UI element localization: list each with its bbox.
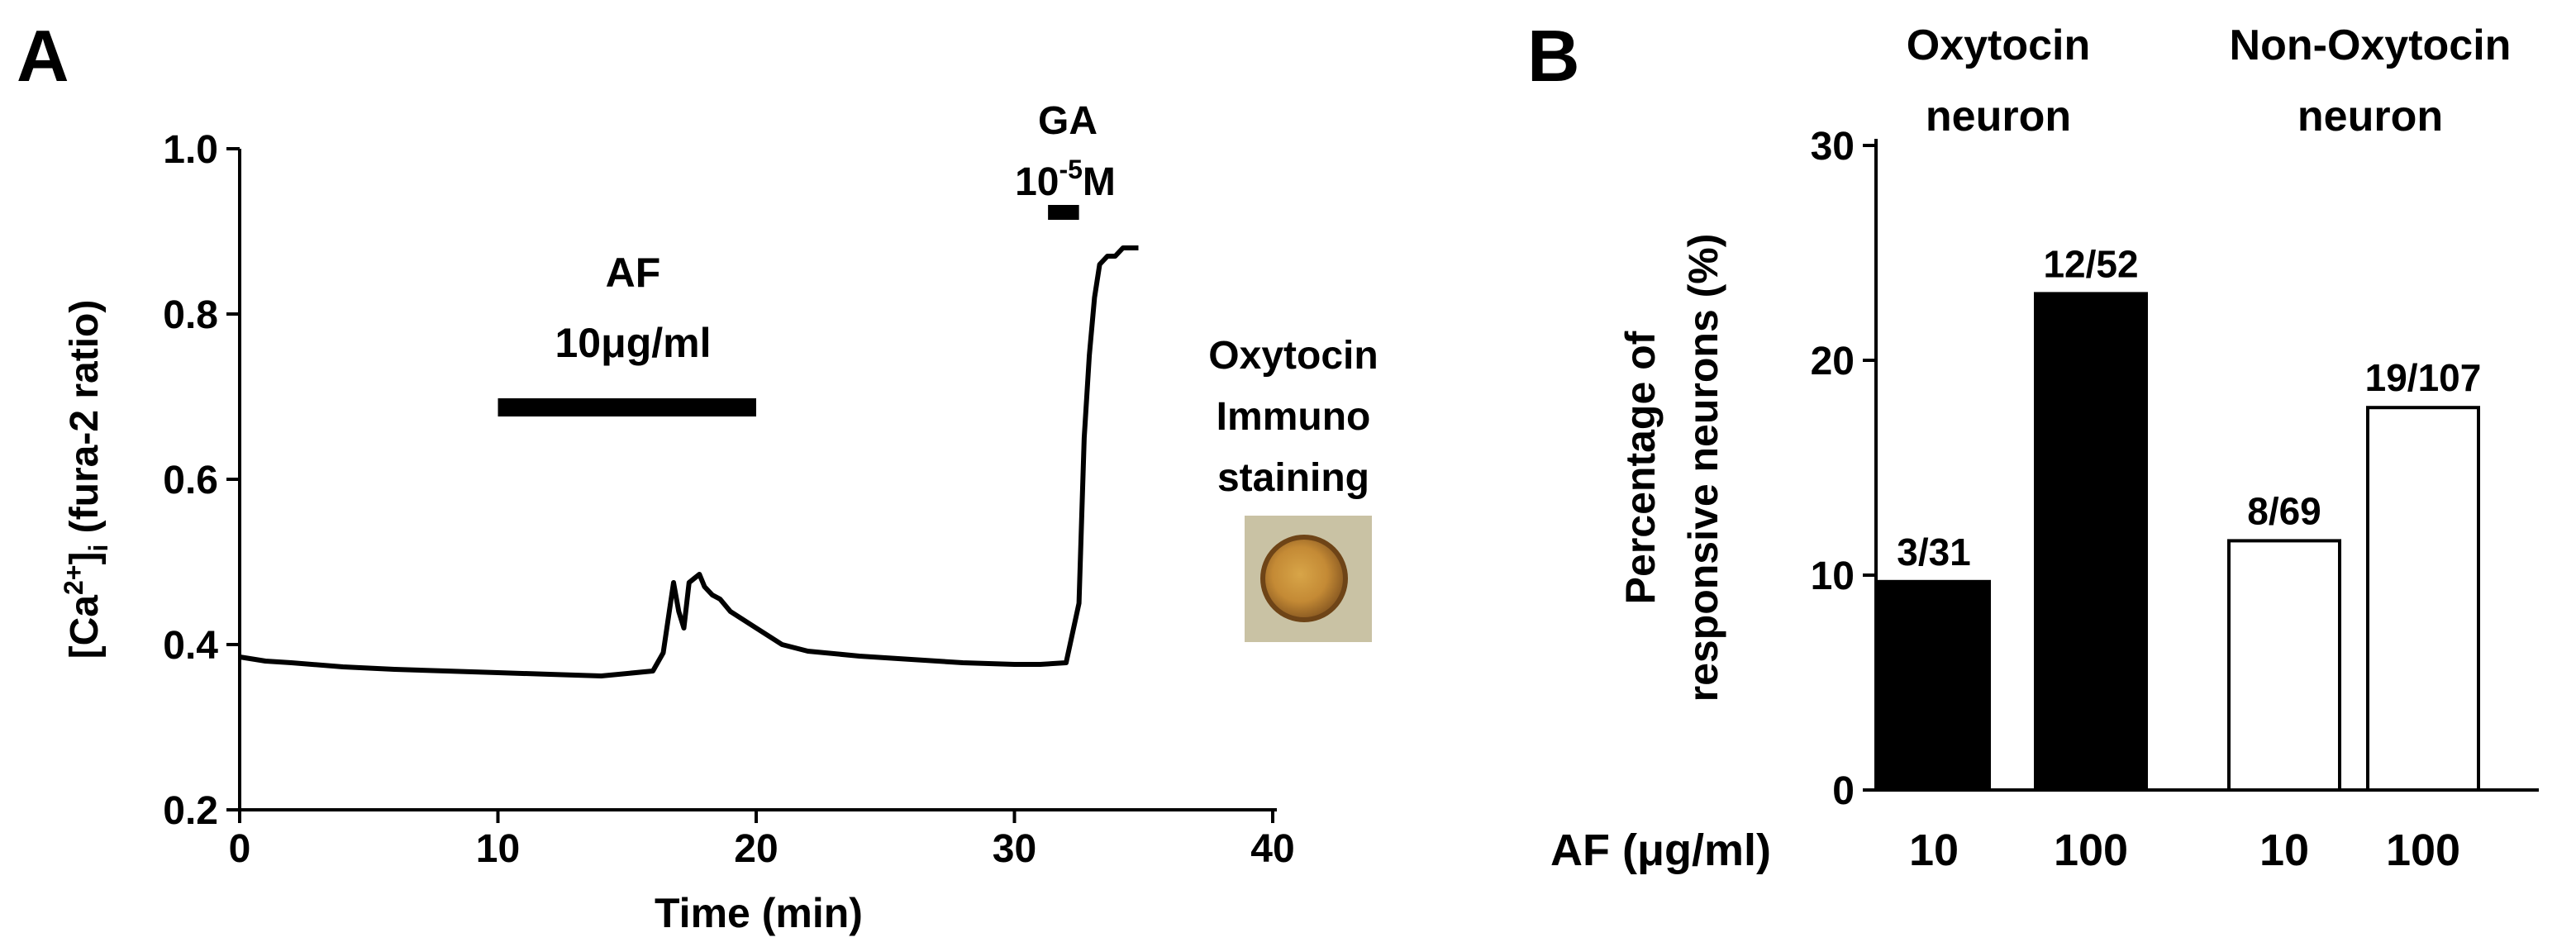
panel-b-y-tick-label: 0 — [1832, 769, 1855, 813]
inset-label-line3: staining — [1217, 456, 1369, 500]
inset-label-line1: Oxytocin — [1208, 334, 1378, 378]
ga-label-line2: 10-5M — [1015, 155, 1116, 204]
group-non-oxytocin-label-line2: neuron — [2297, 93, 2443, 140]
af-label-line1: AF — [606, 250, 661, 296]
inset-label-line2: Immuno — [1217, 395, 1371, 439]
panel-a-y-tick-label: 0.4 — [163, 624, 218, 668]
panel-b-letter: B — [1527, 15, 1580, 97]
oxytocin-immunostaining-image — [1245, 516, 1372, 642]
bar-data-label: 3/31 — [1897, 531, 1971, 573]
panel-a-y-axis-title: [Ca2+]i (fura-2 ratio) — [59, 300, 113, 659]
panel-a-x-tick-label: 40 — [1250, 827, 1294, 871]
bar-data-label: 12/52 — [2043, 242, 2138, 285]
calcium-trace-line — [239, 245, 1139, 678]
panel-b-chart: 0 10 20 30 3/31 10 12/52 100 8/69 10 19/107 100 Pe… — [1550, 21, 2539, 875]
panel-a-x-tick-label: 0 — [229, 827, 251, 871]
panel-b-y-tick-label: 20 — [1811, 340, 1855, 383]
bar-oxytocin-10 — [1877, 579, 1991, 792]
bar-non-oxytocin-100 — [2366, 406, 2480, 792]
panel-b-x-axis-title: AF (μg/ml) — [1550, 826, 1771, 875]
panel-a-y-tick-label: 0.8 — [163, 293, 218, 337]
panel-a-y-tick-label: 1.0 — [163, 128, 218, 172]
ga-application-bar — [1048, 205, 1079, 220]
af-application-bar — [498, 398, 756, 416]
bar-category-label: 100 — [2054, 826, 2128, 875]
panel-a-letter: A — [17, 15, 69, 97]
panel-a-x-tick-label: 30 — [993, 827, 1036, 871]
af-label-line2: 10μg/ml — [555, 320, 712, 366]
panel-a-y-tick-label: 0.2 — [163, 789, 218, 833]
bar-non-oxytocin-10 — [2227, 539, 2341, 792]
group-non-oxytocin-label-line1: Non-Oxytocin — [2230, 21, 2512, 69]
group-oxytocin-label-line1: Oxytocin — [1907, 21, 2091, 69]
panel-b-y-tick-label: 10 — [1811, 554, 1855, 598]
bar-oxytocin-100 — [2034, 292, 2148, 792]
panel-a-y-tick-label: 0.6 — [163, 459, 218, 502]
bar-data-label: 8/69 — [2247, 489, 2321, 532]
panel-b-y-axis-title-line2: responsive neurons (%) — [1680, 234, 1726, 702]
bar-data-label: 19/107 — [2365, 356, 2482, 399]
panel-a-x-axis-title: Time (min) — [655, 890, 863, 936]
panel-a-x-tick-label: 20 — [734, 827, 778, 871]
panel-a-x-tick-label: 10 — [476, 827, 520, 871]
panel-b-y-tick-label: 30 — [1811, 125, 1855, 169]
ga-label-line1: GA — [1038, 99, 1098, 143]
panel-a-chart: 0 10 20 30 40 0.2 0.4 0.6 0.8 1.0 [Ca2+]i (fura-2… — [59, 99, 1378, 936]
bar-category-label: 10 — [1909, 826, 1959, 875]
bar-category-label: 10 — [2259, 826, 2309, 875]
group-oxytocin-label-line2: neuron — [1926, 93, 2071, 140]
panel-b-y-axis-title-line1: Percentage of — [1617, 331, 1664, 604]
bar-category-label: 100 — [2386, 826, 2460, 875]
